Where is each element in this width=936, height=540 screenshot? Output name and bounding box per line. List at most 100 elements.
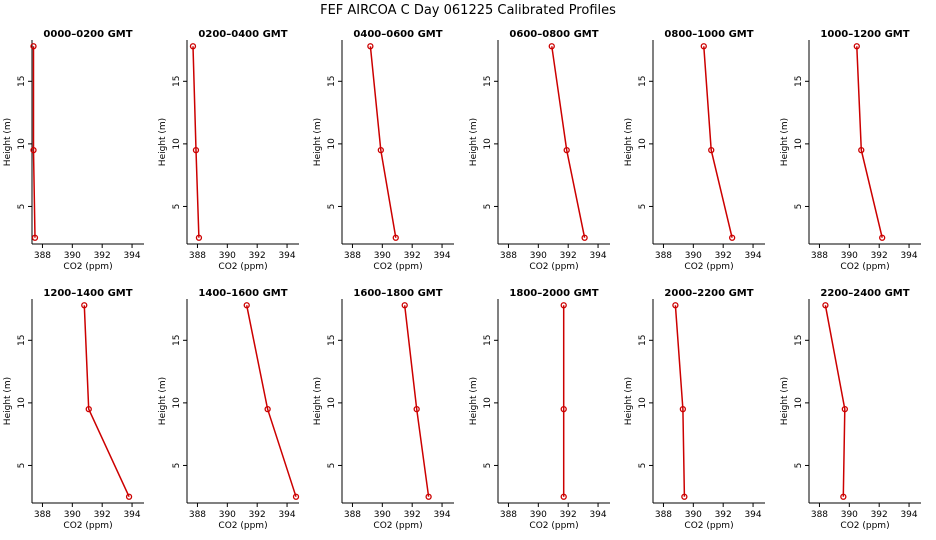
data-point [679,405,687,413]
x-tick-label: 394 [744,510,761,520]
chart-panel: 0000–0200 GMT 388 390 392 394 5 10 15 CO2 (ppm) H… [3,29,144,272]
y-tick-label: 5 [483,463,493,469]
series-line [551,46,586,238]
data-point [30,146,37,154]
x-tick-label: 388 [500,510,517,520]
y-axis-title: Height (m) [3,118,13,166]
x-tick-label: 394 [900,510,917,520]
x-tick-label: 392 [560,510,577,520]
data-point [879,234,886,241]
series-line [703,46,733,238]
y-tick-label: 5 [172,463,182,469]
x-tick-label: 392 [404,251,421,261]
series-line [245,305,297,497]
series-line [403,305,430,497]
y-axis-title: Height (m) [624,118,634,166]
x-tick-label: 388 [655,510,672,520]
data-point [243,302,250,309]
x-tick-label: 394 [433,251,450,261]
y-tick-label: 15 [483,76,493,87]
y-tick-label: 10 [327,397,337,409]
y-tick-label: 5 [794,204,804,210]
data-point [858,146,865,154]
y-tick-label: 5 [17,204,27,210]
x-tick-label: 394 [900,251,917,261]
x-axis-title: CO2 (ppm) [840,262,889,272]
y-tick-label: 5 [794,463,804,469]
x-tick-label: 394 [744,251,761,261]
y-tick-label: 10 [172,138,182,150]
data-point [81,302,88,309]
y-tick-label: 15 [172,76,182,87]
y-axis-title: Height (m) [780,377,790,425]
y-tick-label: 5 [638,204,648,210]
y-axis-title: Height (m) [780,118,790,166]
data-point [681,493,688,500]
panel-title: 0000–0200 GMT [43,29,132,40]
y-axis-title: Height (m) [158,377,168,425]
chart-panel: 1000–1200 GMT 388 390 392 394 5 10 15 CO2 (ppm) H… [780,29,921,272]
panel-title: 2200–2400 GMT [820,288,909,299]
x-tick-label: 394 [278,510,295,520]
y-axis-title: Height (m) [158,118,168,166]
x-tick-label: 390 [374,251,391,261]
x-tick-label: 388 [344,251,361,261]
chart-panel: 1400–1600 GMT 388 390 392 394 5 10 15 CO2 (ppm) H… [158,288,300,531]
x-tick-label: 392 [871,251,888,261]
y-axis-title: Height (m) [3,377,13,425]
y-tick-label: 15 [17,335,27,346]
x-tick-label: 392 [715,251,732,261]
data-point [125,493,133,500]
x-axis-title: CO2 (ppm) [840,521,889,531]
panel-title: 0800–1000 GMT [664,29,753,40]
y-tick-label: 15 [794,335,804,346]
x-tick-label: 392 [249,251,266,261]
x-tick-label: 390 [219,251,236,261]
panel-title: 0400–0600 GMT [353,29,442,40]
x-tick-label: 394 [278,251,295,261]
x-tick-label: 388 [811,510,828,520]
data-point [401,302,408,309]
data-point [195,234,203,241]
x-axis-title: CO2 (ppm) [218,521,267,531]
data-point [563,146,570,154]
x-tick-label: 390 [841,510,858,520]
series-line [192,46,200,238]
y-axis-title: Height (m) [313,377,323,425]
chart-panel: 0200–0400 GMT 388 390 392 394 5 10 15 CO2 (ppm) H… [158,29,299,272]
series-line [32,46,36,238]
y-tick-label: 15 [172,335,182,346]
y-axis-title: Height (m) [469,118,479,166]
y-tick-label: 5 [483,204,493,210]
data-point [700,43,707,50]
x-tick-label: 390 [530,510,547,520]
panel-title: 0200–0400 GMT [198,29,287,40]
series-line [83,305,130,498]
x-tick-label: 394 [589,251,606,261]
data-point [708,146,715,154]
x-tick-label: 390 [685,510,702,520]
x-tick-label: 392 [404,510,421,520]
chart-panel: 0600–0800 GMT 388 390 392 394 5 10 15 CO2 (ppm) H… [469,29,610,272]
x-tick-label: 388 [34,510,51,520]
chart-panel: 1800–2000 GMT 388 390 392 394 5 10 15 CO2 (ppm) H… [469,288,610,531]
panel-title: 1200–1400 GMT [43,288,132,299]
y-axis-title: Height (m) [313,118,323,166]
data-point [841,405,848,413]
y-tick-label: 15 [327,335,337,346]
series-line [369,46,397,238]
x-tick-label: 390 [685,251,702,261]
x-tick-label: 388 [189,510,206,520]
data-point [264,405,271,413]
y-tick-label: 10 [794,138,804,150]
x-tick-label: 390 [219,510,236,520]
y-tick-label: 15 [638,335,648,346]
x-tick-label: 392 [871,510,888,520]
panel-title: 2000–2200 GMT [664,288,753,299]
x-tick-label: 394 [433,510,450,520]
panel-title: 1600–1800 GMT [353,288,442,299]
y-tick-label: 10 [483,397,493,409]
panel-title: 1000–1200 GMT [820,29,909,40]
y-tick-label: 10 [638,397,648,409]
x-tick-label: 390 [841,251,858,261]
